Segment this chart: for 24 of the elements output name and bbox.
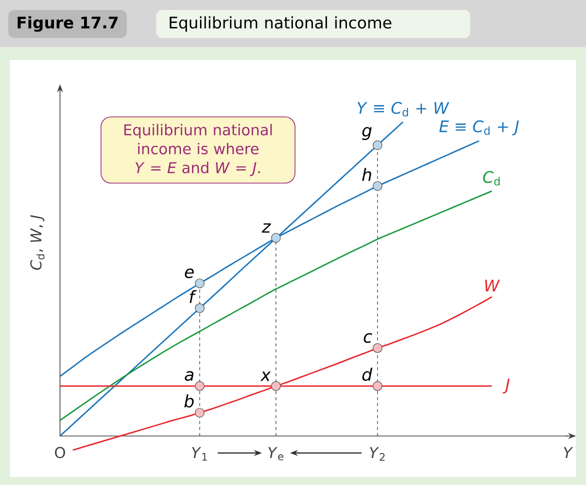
series-label: W (485, 280, 500, 292)
series-label: C$_{d}$ (483, 170, 500, 186)
annotation: e (184, 268, 194, 278)
text: Equilibrium national income is where Y = E and W = J. (124, 124, 272, 176)
y-axis-title: C$_{d}$, W, J (30, 215, 44, 270)
x-axis-title: Y (564, 447, 574, 458)
x-tick-label: Y$_{e}$ (268, 447, 284, 460)
chart-title: Equilibrium national income (170, 16, 392, 32)
annotation: a (184, 371, 194, 381)
annotation: g (362, 127, 372, 140)
annotation: d (362, 368, 372, 381)
x-tick-label: Y$_{2}$ (370, 447, 385, 461)
annotation: c (364, 333, 372, 343)
annotation: h (362, 168, 372, 181)
series-label: E ≡ C$_{d}$ + J (439, 120, 519, 136)
x-tick-label: O (54, 446, 66, 458)
x-tick-label: Y$_{1}$ (192, 447, 207, 461)
series-label: J (502, 378, 510, 394)
series-label: Y ≡ C$_{d}$ + W (358, 102, 450, 116)
annotation: f (190, 290, 197, 303)
chart-subtitle: Figure 17.7 (18, 16, 118, 32)
annotation: b (184, 394, 194, 408)
annotation: z (262, 223, 272, 233)
annotation: x (260, 372, 271, 381)
